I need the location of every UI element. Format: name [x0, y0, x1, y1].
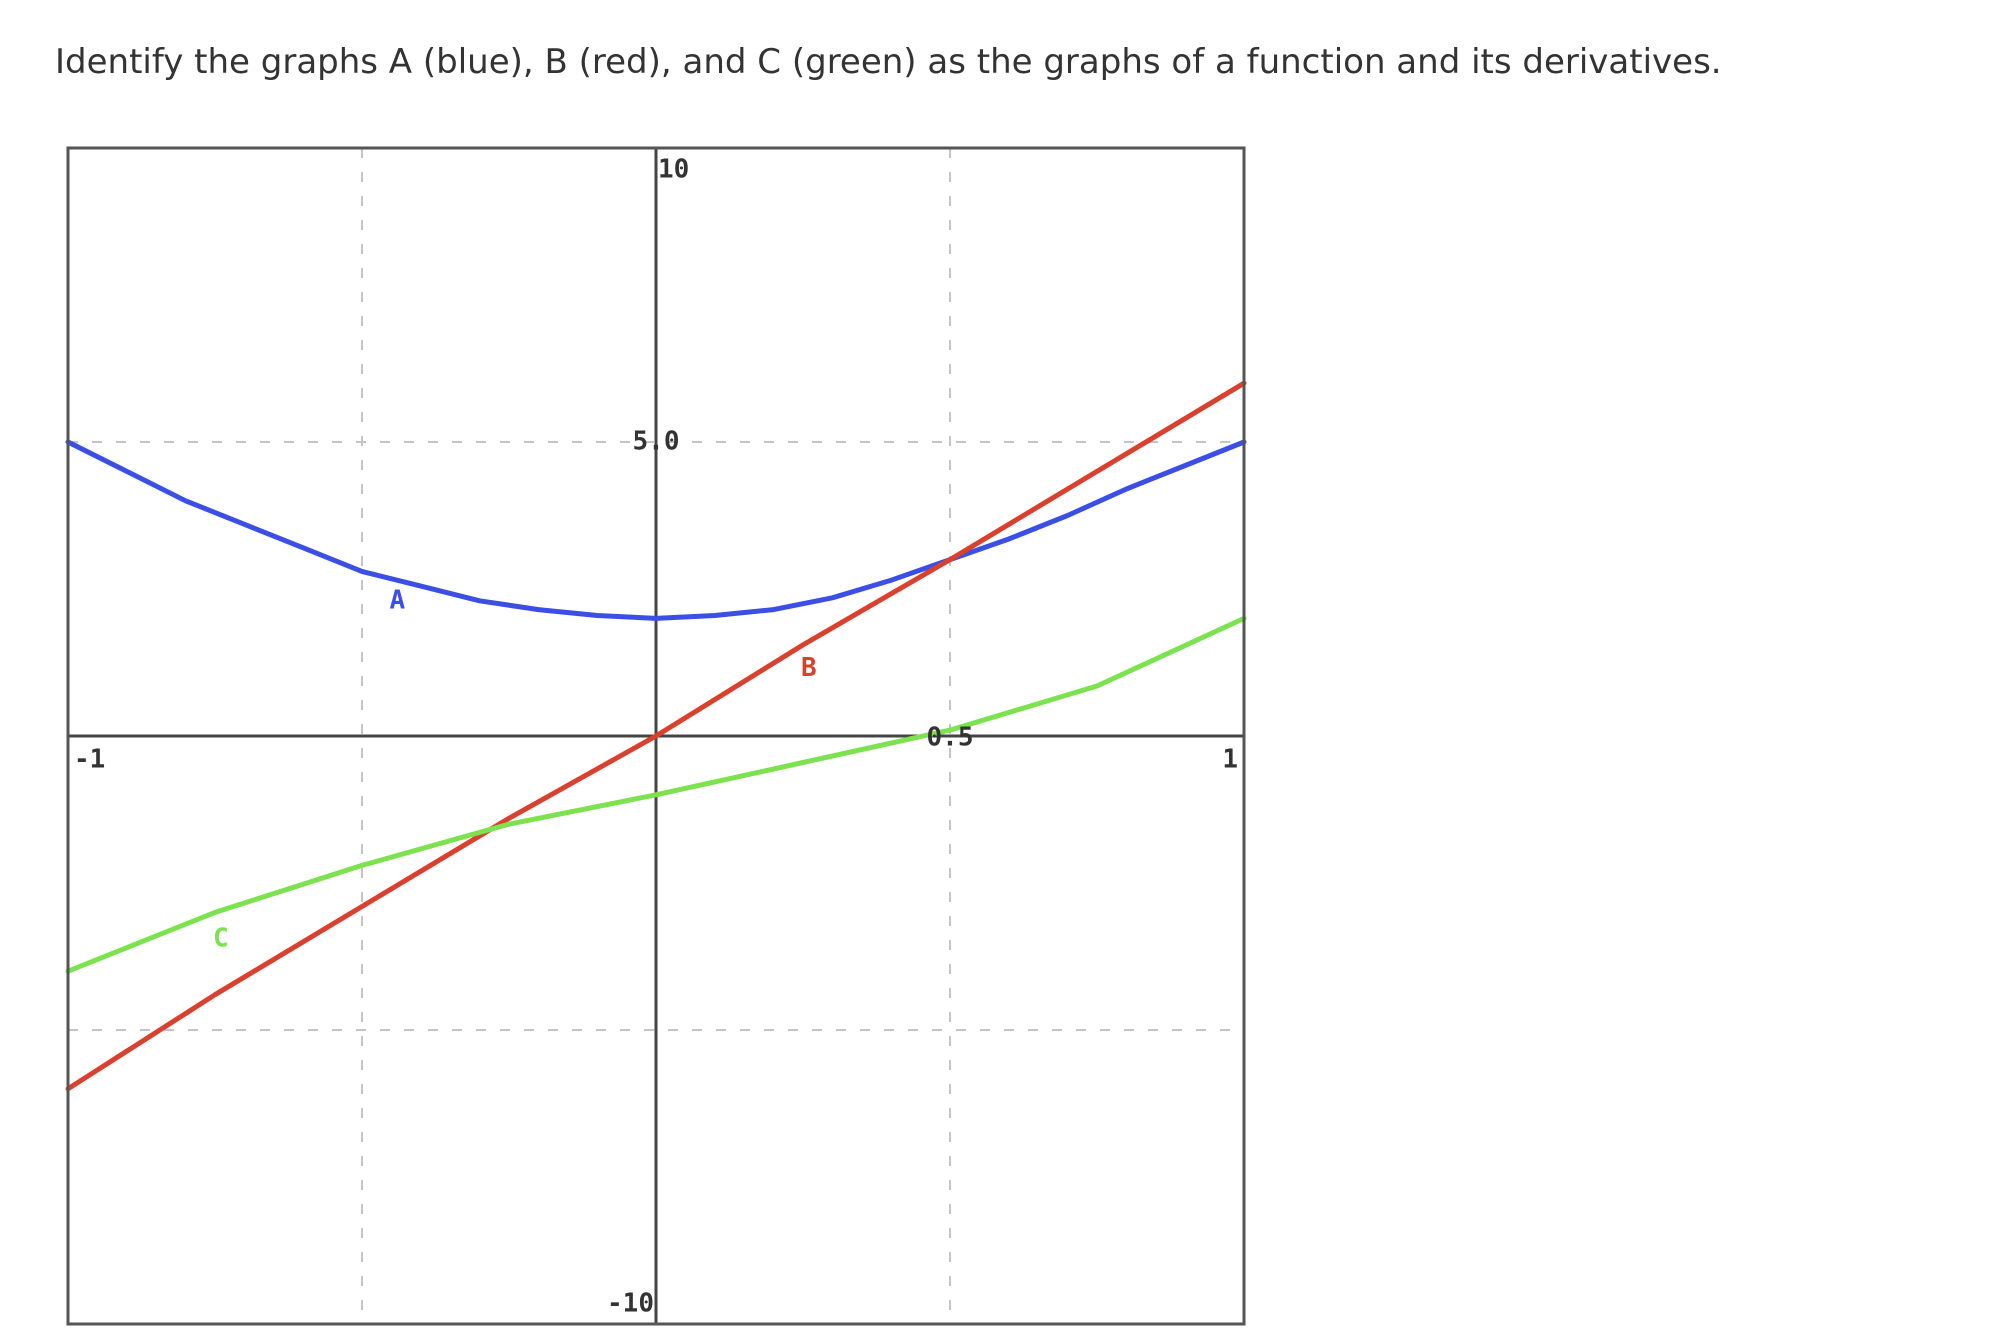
- grid-layer: [68, 148, 1244, 1324]
- series-A-label: A: [389, 585, 405, 615]
- series-A-line: [65, 439, 1247, 621]
- x-tick-label-0: -1: [74, 745, 105, 775]
- derivative-graphs-chart: A B C -1 0.5 1 10 5.0 -10: [60, 140, 1260, 1330]
- x-tick-label-2: 1: [1222, 745, 1238, 775]
- labels-layer: A B C -1 0.5 1 10 5.0 -10: [74, 155, 1238, 1319]
- x-tick-label-1: 0.5: [927, 723, 974, 753]
- series-layer: [65, 380, 1247, 1092]
- series-B-line: [65, 380, 1247, 1092]
- y-tick-label-1: 5.0: [633, 427, 680, 457]
- y-tick-label-0: 10: [658, 155, 689, 185]
- series-C-line: [65, 615, 1247, 974]
- series-B-label: B: [801, 653, 817, 683]
- plot-frame: [66, 146, 1246, 1326]
- series-C-label: C: [213, 923, 229, 953]
- y-tick-label-2: -10: [607, 1289, 654, 1319]
- question-text: Identify the graphs A (blue), B (red), a…: [55, 42, 1722, 82]
- chart-svg: A B C -1 0.5 1 10 5.0 -10: [65, 146, 1247, 1326]
